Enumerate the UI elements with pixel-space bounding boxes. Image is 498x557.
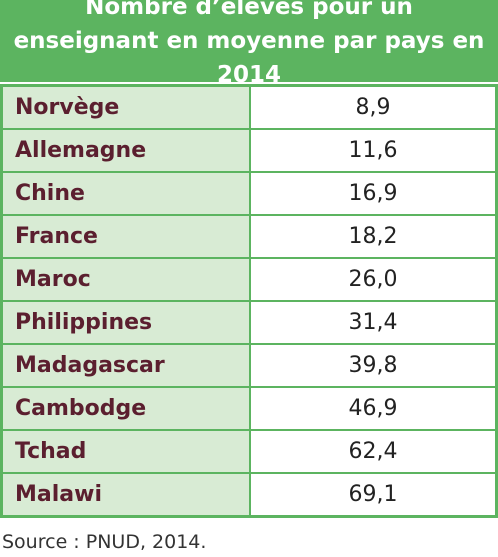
country-cell: Tchad: [3, 431, 251, 472]
value-cell: 18,2: [348, 224, 398, 249]
value-cell: 8,9: [355, 95, 391, 120]
country-cell: Cambodge: [3, 388, 251, 429]
table-title: Nombre d’élèves pour un enseignant en mo…: [0, 0, 498, 88]
country-cell: Norvège: [3, 87, 251, 128]
source-note: Source : PNUD, 2014.: [2, 531, 207, 553]
table-row: Allemagne 11,6: [3, 128, 495, 171]
value-cell: 16,9: [348, 181, 398, 206]
table-row: Philippines 31,4: [3, 300, 495, 343]
value-cell: 62,4: [348, 439, 398, 464]
table-row: France 18,2: [3, 214, 495, 257]
table-row: Maroc 26,0: [3, 257, 495, 300]
country-cell: France: [3, 216, 251, 257]
value-cell: 46,9: [348, 396, 398, 421]
country-cell: Maroc: [3, 259, 251, 300]
table-row: Chine 16,9: [3, 171, 495, 214]
country-cell: Allemagne: [3, 130, 251, 171]
value-cell: 39,8: [348, 353, 398, 378]
country-cell: Philippines: [3, 302, 251, 343]
value-cell: 26,0: [348, 267, 398, 292]
table-row: Malawi 69,1: [3, 472, 495, 515]
value-cell: 69,1: [348, 482, 398, 507]
country-cell: Madagascar: [3, 345, 251, 386]
table-row: Cambodge 46,9: [3, 386, 495, 429]
table-row: Madagascar 39,8: [3, 343, 495, 386]
value-cell: 11,6: [348, 138, 398, 163]
country-cell: Malawi: [3, 474, 251, 515]
country-cell: Chine: [3, 173, 251, 214]
table-row: Norvège 8,9: [3, 87, 495, 128]
table-row: Tchad 62,4: [3, 429, 495, 472]
data-table: Norvège 8,9 Allemagne 11,6 Chine 16,9 France 18…: [0, 84, 498, 518]
value-cell: 31,4: [348, 310, 398, 335]
